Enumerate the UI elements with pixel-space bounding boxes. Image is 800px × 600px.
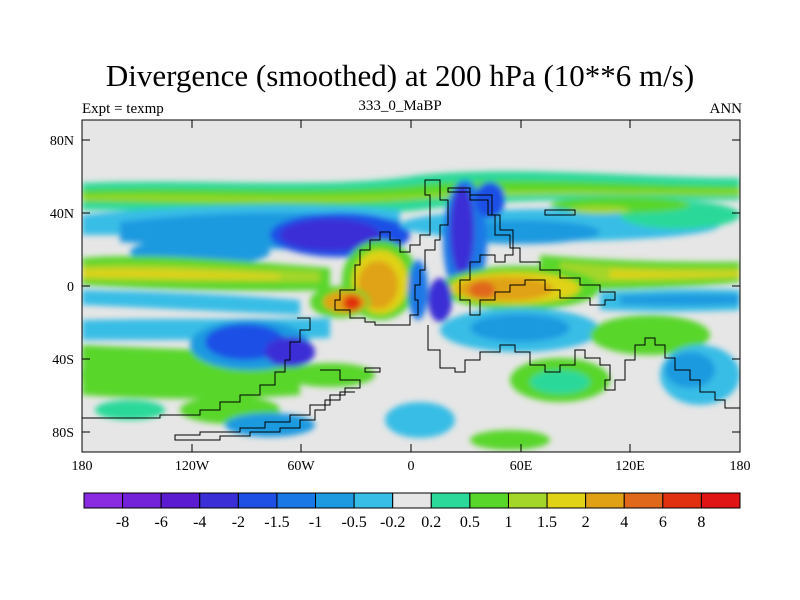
colorbar-swatch [662,492,702,509]
colorbar-swatch [199,492,239,509]
colorbar-swatch [160,492,201,509]
period-label: ANN [709,101,743,117]
colorbar-label: -8 [116,514,129,531]
lon-label: 180 [72,459,93,474]
lat-label: 40S [52,353,74,368]
colorbar-label: -1 [309,514,322,531]
colorbar-label: 1 [504,514,512,531]
colorbar-label: -1.5 [264,514,289,531]
axis-ticks [81,120,741,452]
lon-label: 0 [408,459,415,474]
colorbar-label: -0.5 [341,514,366,531]
colorbar-label: -0.2 [380,514,405,531]
colorbar-swatch [315,492,355,509]
experiment-label: Expt = texmp [82,101,164,117]
colorbar-label: 1.5 [537,514,557,531]
lon-label: 120E [615,459,645,474]
colorbar-label: 8 [697,514,705,531]
colorbar-swatch [276,492,317,509]
colorbar-swatch [507,492,548,509]
lat-label: 80N [50,134,74,149]
lat-label: 0 [67,280,74,295]
colorbar-label: 6 [659,514,667,531]
colorbar-swatch [469,492,509,509]
colorbar-label: 0.2 [421,514,441,531]
colorbar: -8 -6 -4 -2 -1.5 -1 -0.5 -0.2 0.2 0.5 1 1.5 2 4 6 8 [83,492,741,531]
colorbar-label: 0.5 [460,514,480,531]
lon-label: 60W [287,459,315,474]
lon-label: 60E [510,459,533,474]
lon-label: 120W [175,459,210,474]
colorbar-swatch [700,492,741,509]
longitude-labels: 180 120W 60W 0 60E 120E 180 [72,459,751,474]
colorbar-swatch [353,492,394,509]
colorbar-swatch [392,492,432,509]
case-label: 333_0_MaBP [358,98,442,114]
colorbar-swatch [430,492,471,509]
lon-label: 180 [730,459,751,474]
colorbar-swatch [546,492,587,509]
colorbar-swatch [83,492,124,509]
coastline [82,179,740,441]
colorbar-swatch [623,492,664,509]
colorbar-label: -2 [232,514,245,531]
colorbar-label: -6 [155,514,168,531]
latitude-labels: 80N 40N 0 40S 80S [50,134,74,441]
lat-label: 80S [52,426,74,441]
map-title: Divergence (smoothed) at 200 hPa (10**6 … [105,58,695,93]
colorbar-swatch [585,492,625,509]
lat-label: 40N [50,207,74,222]
colorbar-swatch [122,492,162,509]
colorbar-label: 2 [582,514,590,531]
colorbar-label: -4 [193,514,206,531]
colorbar-label: 4 [620,514,628,531]
colorbar-swatch [237,492,278,509]
